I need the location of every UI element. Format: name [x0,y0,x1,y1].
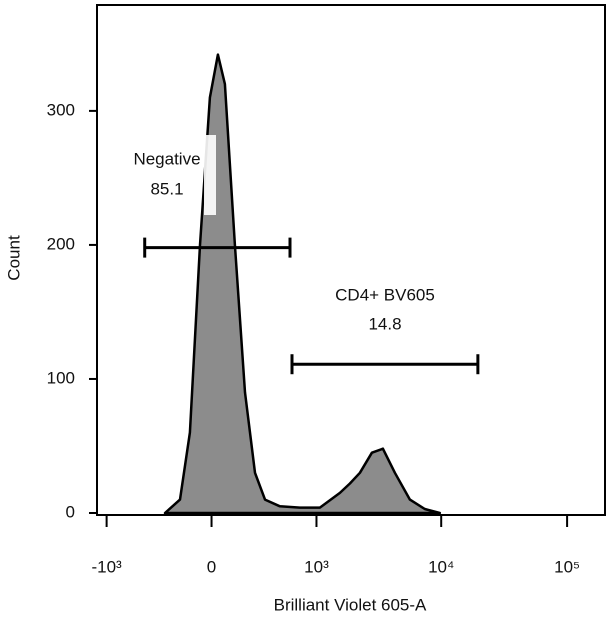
label-backdrop [204,135,216,215]
gate-label: Negative [133,149,200,168]
y-tick-label: 0 [66,502,75,521]
y-tick-label: 300 [47,100,75,119]
gate-percent: 85.1 [150,179,183,198]
plot-area [163,53,442,515]
gate-percent: 14.8 [368,314,401,333]
x-tick-label: -10³ [91,557,122,576]
plot-frame [96,4,606,516]
x-tick-label: 10⁴ [428,557,454,576]
x-tick-label: 10³ [304,557,329,576]
gate-label: CD4+ BV605 [335,285,435,304]
x-tick-label: 0 [207,557,216,576]
y-tick-label: 100 [47,368,75,387]
y-tick-label: 200 [47,234,75,253]
x-axis-label: Brilliant Violet 605-A [274,595,427,614]
x-tick-label: 10⁵ [554,557,580,576]
histogram-area [163,53,442,515]
y-axis-label: Count [4,235,23,281]
